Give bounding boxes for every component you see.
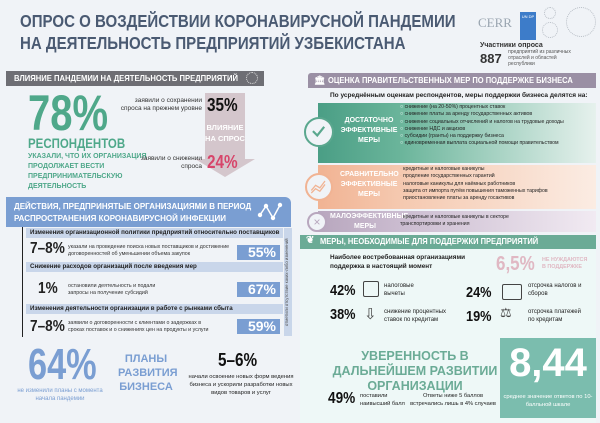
action-row-badge: 67%	[237, 282, 280, 297]
ineffective-measures-label: МАЛОЭФФЕКТИВНЫЕ МЕРЫ	[330, 213, 409, 230]
continue-description: УКАЗАЛИ, ЧТО ИХ ОРГАНИЗАЦИЯ ПРОДОЛЖАЕТ В…	[28, 153, 147, 190]
need-label: отсрочка налогов и сборов	[528, 283, 582, 297]
virus-icon	[544, 7, 556, 19]
avg-score: 8,44	[509, 341, 587, 385]
action-row-desc: остановили деятельность и подали запросы…	[68, 283, 156, 296]
avg-score-desc: среднее значение ответов по 10-балльной …	[503, 394, 593, 408]
check-circle-icon	[304, 117, 334, 147]
partner-logos: CERR UN DP	[478, 6, 598, 42]
measure-item: снижение социальных отчислений и налогов…	[400, 119, 596, 126]
measure-item: субсидии (гранты) на поддержку бизнеса	[400, 133, 596, 140]
no-need-desc: НЕ НУЖДАЮТСЯ В ПОДДЕРЖКЕ	[542, 257, 588, 270]
measure-item: кредитные и налоговые каникулы	[400, 166, 596, 173]
gov-measures-header: 🏛 ОЦЕНКА ПРАВИТЕЛЬСТВЕННЫХ МЕР ПО ПОДДЕР…	[308, 73, 596, 88]
percent-down-arrow-icon: ⇩	[364, 306, 377, 323]
demand-drop-desc: заявили о снижении спроса	[140, 155, 202, 170]
action-row-desc: указали на проведение поиска новых поста…	[68, 244, 230, 257]
side-note: отметили отсутствие каких-либо изменений	[284, 228, 292, 336]
gov-measures-subheading: По усреднённым оценкам респондентов, мер…	[330, 92, 588, 99]
needed-section-header: ❦ МЕРЫ, НЕОБХОДИМЫЕ ДЛЯ ПОДДЕРЖКИ ПРЕДПР…	[300, 235, 596, 249]
need-label: снижение процентных ставок по кредитам	[384, 309, 447, 323]
gov-measures-heading: ОЦЕНКА ПРАВИТЕЛЬСТВЕННЫХ МЕР ПО ПОДДЕРЖК…	[328, 75, 574, 85]
measure-item: налоговые каникулы для наёмных работнико…	[400, 181, 596, 188]
undp-logo: UN DP	[520, 12, 536, 40]
measure-item: снижение (на 20-50%) процентных ставок	[400, 104, 596, 111]
no-need-percent: 6,5%	[496, 253, 535, 275]
measure-item: приостановление платы за аренду госактив…	[400, 195, 596, 202]
effective-measures-list: снижение (на 20-50%) процентных ставок с…	[400, 104, 596, 148]
needed-subheading: Наиболее востребованная организациями по…	[330, 254, 466, 270]
action-row-percent: 7–8%	[30, 318, 65, 335]
moderate-measures-label: СРАВНИТЕЛЬНО ЭФФЕКТИВНЫЕ МЕРЫ	[340, 171, 399, 198]
confidence-heading: УВЕРЕННОСТЬ В ДАЛЬНЕЙШЕМ РАЗВИТИИ ОРГАНИ…	[332, 349, 498, 393]
measure-item: продление государственных гарантий	[400, 173, 596, 180]
avg-score-box	[500, 338, 596, 418]
action-row-heading: Изменения деятельности организации в раб…	[26, 304, 283, 314]
arrow-down-icon	[195, 159, 255, 177]
action-row-badge: 55%	[237, 245, 280, 260]
moderate-measures-list: кредитные и налоговые каникулы продление…	[400, 166, 596, 202]
plans-unchanged-desc: не изменили планы с момента начала панде…	[17, 388, 103, 402]
x-circle-icon: ×	[307, 212, 327, 232]
actions-body	[22, 227, 284, 337]
need-percent: 42%	[330, 282, 356, 299]
demand-column	[205, 93, 245, 159]
measure-item: единовременная выплата социальной помощи…	[400, 140, 596, 147]
action-row-percent: 7–8%	[30, 240, 65, 257]
plans-label: ПЛАНЫ РАЗВИТИЯ БИЗНЕСА	[118, 353, 178, 393]
participants-desc: предприятий из различных отраслей и обла…	[508, 49, 571, 67]
below5-desc: Ответы ниже 5 баллов встречались лишь в …	[410, 393, 496, 407]
virus-icon	[246, 72, 258, 84]
actions-heading-line-1: ДЕЙСТВИЯ, ПРЕДПРИНЯТЫЕ ОРГАНИЗАЦИЯМИ В П…	[14, 201, 252, 211]
action-row-desc: заявили о договоренности с клиентами о з…	[68, 320, 209, 333]
chart-icon	[305, 173, 333, 201]
demand-kept-percent: 35%	[207, 95, 238, 115]
action-row-badge: 59%	[237, 319, 280, 334]
measure-item: защита от импорта путём повышения таможе…	[400, 188, 596, 195]
title-line-1: ОПРОС О ВОЗДЕЙСТВИИ КОРОНАВИРУСНОЙ ПАНДЕ…	[20, 11, 456, 31]
bank-icon: 🏛	[314, 75, 326, 85]
plans-unchanged-percent: 64%	[28, 340, 97, 389]
measure-item: кредитные и налоговые каникулы в секторе…	[400, 214, 530, 229]
line-chart-icon	[257, 202, 283, 221]
action-row-percent: 1%	[38, 280, 58, 297]
needed-heading: МЕРЫ, НЕОБХОДИМЫЕ ДЛЯ ПОДДЕРЖКИ ПРЕДПРИЯ…	[320, 236, 539, 246]
tax-document-icon	[363, 281, 379, 297]
top-score-desc: поставили наивысший балл	[360, 393, 405, 407]
top-score-percent: 49%	[328, 390, 356, 407]
coins-scale-icon: ⚖	[500, 305, 512, 320]
demand-kept-desc: заявили о сохранении спроса на прежнем у…	[120, 97, 202, 112]
actions-section-header: ДЕЙСТВИЯ, ПРЕДПРИНЯТЫЕ ОРГАНИЗАЦИЯМИ В П…	[6, 197, 291, 227]
need-percent: 24%	[466, 284, 492, 301]
action-row-heading: Снижение расходов организаций после введ…	[26, 262, 283, 272]
title-line-2: НА ДЕЯТЕЛЬНОСТЬ ПРЕДПРИЯТИЙ УЗБЕКИСТАНА	[20, 33, 406, 53]
participants-label: Участники опроса	[480, 42, 543, 49]
need-label: налоговые вычеты	[384, 283, 414, 297]
effective-measures-label: ДОСТАТОЧНО ЭФФЕКТИВНЫЕ МЕРЫ	[340, 117, 398, 144]
new-forms-percent: 5–6%	[218, 350, 258, 370]
page-title: ОПРОС О ВОЗДЕЙСТВИИ КОРОНАВИРУСНОЙ ПАНДЕ…	[20, 10, 456, 54]
new-forms-desc: начали освоение новых форм ведения бизне…	[188, 374, 294, 396]
demand-drop-percent: 24%	[207, 152, 238, 172]
leaf-icon: ❦	[306, 235, 315, 246]
participants-info: Участники опроса 887 предприятий из разл…	[480, 42, 598, 67]
actions-heading-line-2: РАСПРОСТРАНЕНИЯ КОРОНАВИРУСНОЙ ИНФЕКЦИИ	[14, 213, 227, 223]
impact-heading: ВЛИЯНИЕ ПАНДЕМИИ НА ДЕЯТЕЛЬНОСТЬ ПРЕДПРИ…	[14, 73, 238, 83]
impact-section-header: ВЛИЯНИЕ ПАНДЕМИИ НА ДЕЯТЕЛЬНОСТЬ ПРЕДПРИ…	[6, 71, 264, 86]
measure-item: снижение платы за аренду государственных…	[400, 111, 596, 118]
need-percent: 38%	[330, 306, 356, 323]
virus-icon	[566, 7, 596, 37]
virus-icon	[542, 22, 558, 38]
ineffective-measures-list: кредитные и налоговые каникулы в секторе…	[400, 214, 530, 229]
action-row-heading: Изменения организационной политики предп…	[26, 228, 283, 238]
need-label: отсрочка платежей по кредитам	[528, 309, 581, 323]
continue-percent: 78%	[28, 85, 109, 141]
continue-label: РЕСПОНДЕНТОВ	[28, 135, 126, 151]
measure-item: снижение НДС и акцизов	[400, 126, 596, 133]
need-percent: 19%	[466, 308, 492, 325]
participants-count: 887	[480, 50, 502, 66]
cerr-logo: CERR	[478, 15, 512, 30]
demand-label: ВЛИЯНИЕ НА СПРОС	[205, 123, 245, 143]
calendar-icon	[502, 284, 522, 300]
